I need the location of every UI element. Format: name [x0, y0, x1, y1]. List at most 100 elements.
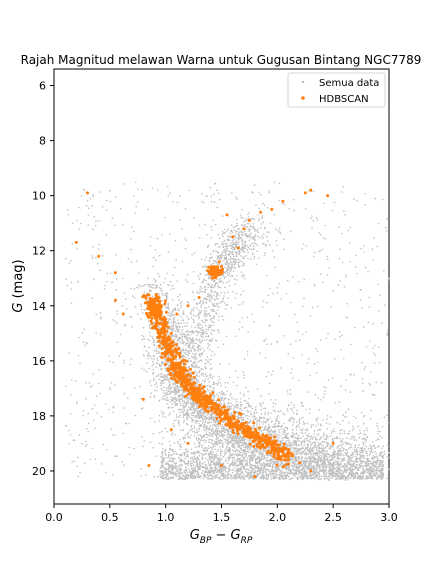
scatter-point-semua-data	[274, 433, 277, 435]
scatter-point-semua-data	[205, 375, 208, 378]
scatter-point-semua-data	[359, 449, 361, 452]
scatter-point-semua-data	[355, 465, 358, 468]
scatter-point-semua-data	[213, 423, 216, 426]
scatter-point-semua-data	[231, 397, 233, 399]
scatter-point-semua-data	[317, 456, 320, 458]
scatter-point-semua-data	[347, 479, 350, 481]
scatter-point-semua-data	[245, 462, 247, 464]
scatter-point-semua-data	[178, 322, 180, 325]
scatter-point-semua-data	[275, 436, 278, 439]
scatter-point-semua-data	[313, 458, 315, 461]
scatter-point-semua-data	[140, 285, 142, 288]
scatter-point-semua-data	[205, 457, 207, 460]
scatter-point-semua-data	[345, 454, 348, 457]
scatter-point-semua-data	[150, 283, 152, 286]
scatter-point-semua-data	[186, 411, 189, 413]
scatter-point-semua-data	[283, 413, 286, 416]
scatter-point-semua-data	[370, 446, 372, 449]
scatter-point-semua-data	[203, 380, 206, 382]
scatter-point-semua-data	[216, 471, 218, 474]
scatter-point-semua-data	[368, 465, 371, 468]
scatter-point-semua-data	[262, 470, 264, 472]
scatter-point-semua-data	[258, 420, 261, 423]
scatter-point-semua-data	[156, 389, 159, 392]
scatter-point-semua-data	[224, 477, 227, 479]
scatter-point-semua-data	[230, 433, 232, 436]
scatter-point-semua-data	[339, 440, 342, 443]
scatter-point-semua-data	[151, 338, 154, 340]
scatter-point-semua-data	[143, 291, 146, 294]
scatter-point-semua-data	[223, 434, 226, 437]
scatter-point-semua-data	[202, 439, 204, 442]
scatter-point-semua-data	[143, 308, 146, 311]
scatter-point-semua-data	[272, 425, 275, 428]
scatter-point-semua-data	[376, 468, 378, 470]
scatter-point-semua-data	[316, 468, 318, 470]
scatter-point-semua-data	[281, 437, 283, 439]
scatter-point-semua-data	[250, 426, 253, 428]
scatter-point-semua-data	[333, 427, 335, 430]
scatter-point-semua-data	[219, 439, 221, 441]
scatter-point-semua-data	[282, 428, 285, 431]
scatter-point-semua-data	[246, 423, 249, 426]
scatter-point-semua-data	[247, 451, 250, 453]
scatter-point-semua-data	[204, 447, 206, 449]
scatter-point-semua-data	[199, 444, 201, 447]
scatter-point-semua-data	[187, 402, 190, 404]
scatter-point-semua-data	[322, 453, 324, 455]
scatter-point-semua-data	[310, 454, 313, 456]
scatter-point-semua-data	[283, 436, 286, 439]
scatter-point-semua-data	[247, 417, 249, 420]
scatter-point-semua-data	[212, 462, 215, 465]
scatter-point-semua-data	[222, 430, 224, 433]
scatter-point-semua-data	[208, 439, 210, 441]
scatter-point-semua-data	[267, 474, 270, 477]
scatter-point-semua-data	[171, 461, 174, 463]
scatter-point-semua-data	[158, 414, 161, 417]
scatter-point-semua-data	[209, 376, 211, 379]
scatter-point-semua-data	[309, 443, 312, 446]
scatter-point-semua-data	[338, 454, 340, 457]
scatter-point-semua-data	[316, 434, 319, 436]
scatter-point-semua-data	[276, 468, 278, 471]
scatter-point-semua-data	[230, 431, 233, 433]
scatter-point-semua-data	[247, 447, 249, 449]
scatter-point-semua-data	[345, 449, 348, 451]
scatter-point-semua-data	[258, 458, 261, 460]
scatter-point-semua-data	[240, 466, 242, 469]
scatter-point-semua-data	[251, 453, 253, 455]
scatter-point-semua-data	[268, 459, 271, 461]
scatter-point-semua-data	[184, 478, 187, 481]
scatter-point-semua-data	[361, 446, 364, 449]
scatter-point-semua-data	[224, 452, 226, 454]
scatter-point-semua-data	[300, 432, 302, 434]
scatter-point-semua-data	[190, 406, 192, 409]
scatter-point-semua-data	[221, 393, 224, 396]
scatter-point-semua-data	[306, 422, 309, 425]
scatter-point-semua-data	[171, 397, 174, 400]
scatter-point-semua-data	[241, 409, 243, 411]
scatter-point-semua-data	[178, 424, 180, 426]
scatter-point-semua-data	[224, 386, 227, 389]
scatter-point-semua-data	[388, 468, 390, 471]
scatter-point-semua-data	[140, 305, 143, 307]
scatter-point-semua-data	[184, 441, 186, 443]
scatter-point-semua-data	[271, 430, 273, 433]
scatter-point-semua-data	[215, 462, 217, 465]
scatter-point-semua-data	[212, 397, 214, 400]
scatter-point-semua-data	[337, 453, 340, 456]
scatter-point-semua-data	[213, 476, 215, 478]
scatter-point-semua-data	[217, 449, 220, 451]
scatter-point-semua-data	[170, 325, 173, 327]
scatter-point-semua-data	[264, 449, 267, 452]
scatter-point-semua-data	[377, 427, 380, 429]
scatter-point-semua-data	[185, 404, 187, 407]
scatter-point-semua-data	[265, 418, 268, 421]
scatter-point-semua-data	[172, 466, 175, 468]
scatter-point-semua-data	[282, 433, 284, 435]
scatter-point-semua-data	[147, 320, 150, 323]
scatter-point-semua-data	[244, 415, 247, 417]
scatter-point-semua-data	[223, 465, 225, 468]
scatter-point-semua-data	[178, 389, 181, 391]
scatter-point-semua-data	[164, 277, 166, 280]
